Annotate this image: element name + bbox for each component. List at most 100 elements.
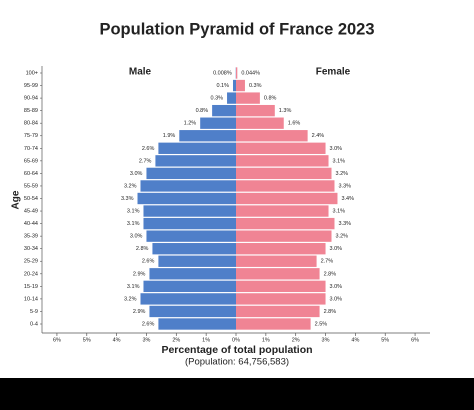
bar (236, 217, 335, 230)
value-label: 3.1% (127, 221, 140, 227)
y-tick-label: 75-79 (24, 133, 38, 139)
value-label: 3.2% (336, 171, 349, 177)
y-tick-label: 85-89 (24, 108, 38, 114)
subtitle: (Population: 64,756,583) (185, 357, 289, 368)
x-tick-label: 6% (53, 337, 61, 343)
bar (236, 293, 326, 305)
value-label: 2.8% (324, 309, 337, 315)
value-label: 3.1% (127, 284, 140, 290)
value-label: 3.1% (333, 209, 346, 215)
value-label: 3.4% (341, 196, 354, 202)
value-label: 1.3% (279, 108, 292, 114)
x-tick-label: 3% (142, 337, 150, 343)
value-label: 0.8% (264, 96, 277, 102)
bar (146, 167, 236, 180)
value-label: 3.0% (330, 284, 343, 290)
value-label: 1.6% (288, 121, 301, 127)
legend-male: Male (129, 67, 152, 78)
bar (236, 79, 245, 92)
value-label: 2.9% (133, 309, 146, 315)
value-label: 0.044% (241, 70, 260, 76)
value-label: 0.3% (249, 83, 262, 89)
bar (236, 268, 320, 280)
x-tick-label: 6% (411, 337, 419, 343)
value-label: 3.0% (330, 146, 343, 152)
chart-title: Population Pyramid of France 2023 (99, 20, 374, 38)
bar (149, 268, 236, 280)
value-label: 2.7% (321, 259, 334, 265)
bar (227, 92, 236, 104)
y-tick-label: 55-59 (24, 183, 38, 189)
y-tick-label: 40-44 (24, 221, 38, 227)
x-tick-label: 5% (381, 337, 389, 343)
value-label: 3.2% (124, 183, 137, 189)
y-tick-label: 50-54 (24, 196, 38, 202)
bar (236, 192, 338, 205)
value-label: 3.0% (130, 171, 143, 177)
bar (212, 104, 236, 117)
bar (236, 67, 238, 79)
value-label: 2.6% (142, 259, 155, 265)
value-label: 3.3% (121, 196, 134, 202)
value-label: 3.1% (127, 209, 140, 215)
value-label: 0.3% (210, 96, 223, 102)
value-label: 1.9% (163, 133, 176, 139)
value-label: 3.1% (333, 158, 346, 164)
y-tick-label: 45-49 (24, 209, 38, 215)
y-tick-label: 35-39 (24, 234, 38, 240)
y-tick-label: 15-19 (24, 284, 38, 290)
x-tick-label: 1% (262, 337, 270, 343)
y-tick-label: 5-9 (30, 309, 38, 315)
bar (236, 318, 311, 330)
y-tick-label: 70-74 (24, 146, 38, 152)
value-label: 3.2% (336, 234, 349, 240)
bar (236, 117, 284, 129)
value-label: 3.3% (338, 221, 351, 227)
x-tick-label: 4% (351, 337, 359, 343)
x-axis-label: Percentage of total population (161, 344, 312, 356)
bar (155, 155, 236, 167)
value-label: 3.0% (330, 296, 343, 302)
y-tick-label: 30-34 (24, 246, 38, 252)
bar (236, 255, 317, 267)
bar (236, 104, 275, 117)
value-label: 3.0% (330, 246, 343, 252)
x-tick-label: 1% (202, 337, 210, 343)
y-tick-label: 65-69 (24, 158, 38, 164)
value-label: 2.4% (312, 133, 325, 139)
x-tick-label: 2% (172, 337, 180, 343)
bar (236, 243, 326, 255)
bar (236, 130, 308, 142)
bar (143, 217, 236, 230)
y-tick-label: 20-24 (24, 271, 38, 277)
bar (146, 230, 236, 242)
bar (236, 92, 260, 104)
value-label: 2.8% (324, 271, 337, 277)
x-tick-label: 3% (322, 337, 330, 343)
y-tick-label: 10-14 (24, 296, 38, 302)
value-label: 2.9% (133, 271, 146, 277)
value-label: 2.8% (136, 246, 149, 252)
bar (236, 155, 329, 167)
y-tick-label: 25-29 (24, 259, 38, 265)
value-label: 0.008% (213, 70, 232, 76)
footer-band (0, 378, 474, 410)
y-tick-label: 60-64 (24, 171, 38, 177)
y-tick-label: 95-99 (24, 83, 38, 89)
value-label: 3.0% (130, 234, 143, 240)
bar (236, 167, 332, 180)
y-tick-label: 100+ (26, 70, 38, 76)
value-label: 2.6% (142, 321, 155, 327)
bar (140, 180, 236, 192)
legend-female: Female (316, 67, 351, 78)
y-tick-label: 90-94 (24, 96, 38, 102)
value-label: 0.8% (196, 108, 209, 114)
bar (236, 305, 320, 318)
bar (158, 318, 236, 330)
bar (233, 79, 236, 92)
bar (236, 230, 332, 242)
value-label: 2.7% (139, 158, 152, 164)
y-axis-label: Age (11, 190, 22, 209)
y-tick-label: 80-84 (24, 121, 38, 127)
